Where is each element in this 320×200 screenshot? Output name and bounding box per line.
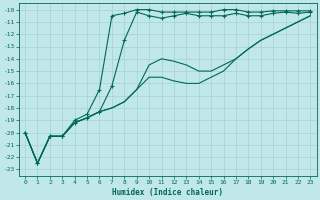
X-axis label: Humidex (Indice chaleur): Humidex (Indice chaleur) <box>112 188 223 197</box>
